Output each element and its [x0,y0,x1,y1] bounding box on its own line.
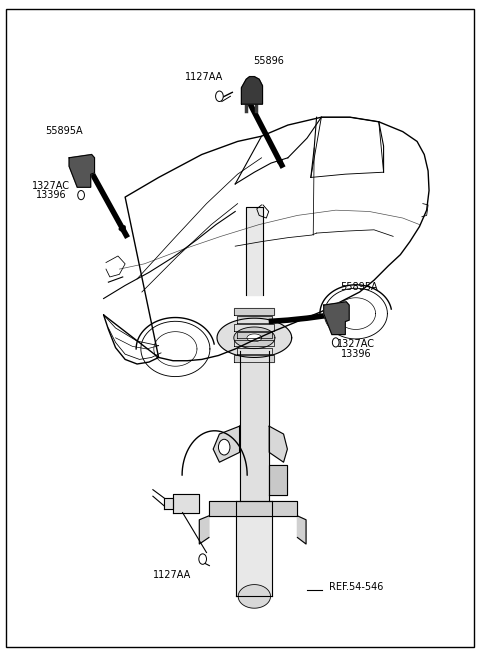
Polygon shape [237,316,272,323]
Polygon shape [209,501,298,516]
Polygon shape [269,466,288,495]
Polygon shape [237,332,272,338]
Text: 1127AA: 1127AA [185,72,223,82]
Polygon shape [217,318,292,358]
Polygon shape [269,426,288,462]
Circle shape [332,338,339,347]
Polygon shape [237,501,272,596]
Polygon shape [246,207,263,295]
Text: 13396: 13396 [36,190,66,200]
Text: 55895A: 55895A [46,126,83,136]
Polygon shape [164,498,173,509]
Text: 55895A: 55895A [340,282,377,292]
Polygon shape [173,494,199,512]
Text: 1127AA: 1127AA [153,570,191,580]
Polygon shape [234,356,275,362]
Text: 1327AC: 1327AC [337,339,375,349]
Polygon shape [69,155,95,187]
Polygon shape [238,584,271,608]
Polygon shape [247,334,262,342]
Polygon shape [234,340,275,346]
Circle shape [216,91,223,102]
Polygon shape [213,426,240,462]
Polygon shape [199,516,209,544]
Circle shape [199,554,206,564]
Circle shape [218,440,230,455]
Text: 55896: 55896 [253,56,284,66]
Polygon shape [234,324,275,331]
Polygon shape [240,351,269,501]
Polygon shape [237,348,272,354]
Text: REF.54-546: REF.54-546 [329,582,384,592]
Text: 1327AC: 1327AC [32,180,70,190]
Polygon shape [241,77,263,104]
Circle shape [78,190,84,199]
Polygon shape [234,308,275,315]
Polygon shape [298,516,306,544]
Text: 13396: 13396 [340,349,371,359]
Polygon shape [234,327,275,348]
Polygon shape [324,302,349,335]
